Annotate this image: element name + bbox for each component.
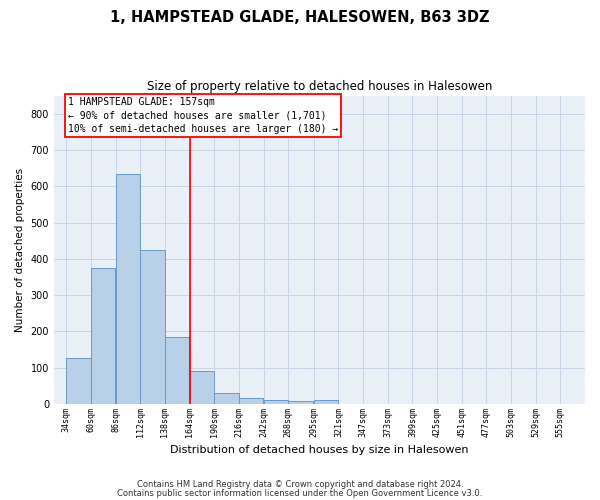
Bar [140,250,164,404]
Text: 1 HAMPSTEAD GLADE: 157sqm
← 90% of detached houses are smaller (1,701)
10% of se: 1 HAMPSTEAD GLADE: 157sqm ← 90% of detac… [68,98,338,134]
Bar [190,371,214,404]
Bar [289,401,313,404]
Bar [91,268,115,404]
Title: Size of property relative to detached houses in Halesowen: Size of property relative to detached ho… [147,80,492,93]
Text: 1, HAMPSTEAD GLADE, HALESOWEN, B63 3DZ: 1, HAMPSTEAD GLADE, HALESOWEN, B63 3DZ [110,10,490,25]
Bar [264,400,288,404]
X-axis label: Distribution of detached houses by size in Halesowen: Distribution of detached houses by size … [170,445,469,455]
Bar [314,400,338,404]
Bar [239,398,263,404]
Text: Contains public sector information licensed under the Open Government Licence v3: Contains public sector information licen… [118,490,482,498]
Bar [214,393,239,404]
Y-axis label: Number of detached properties: Number of detached properties [15,168,25,332]
Bar [116,174,140,404]
Bar [165,337,189,404]
Bar [67,358,91,404]
Text: Contains HM Land Registry data © Crown copyright and database right 2024.: Contains HM Land Registry data © Crown c… [137,480,463,489]
